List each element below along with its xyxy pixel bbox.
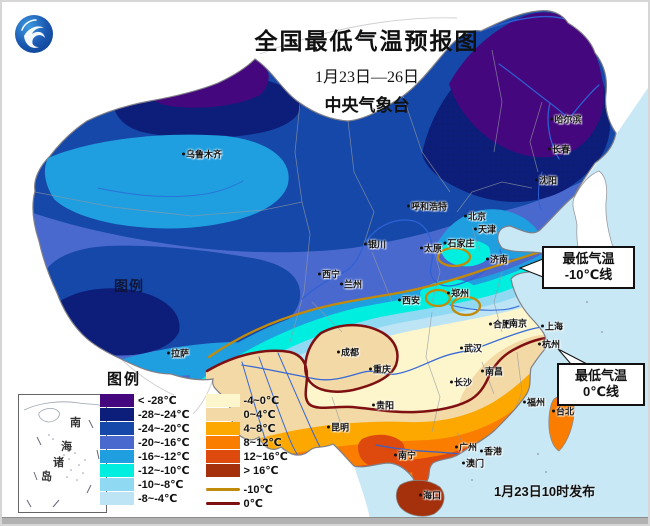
legend-item: -16~-12℃ — [100, 449, 190, 463]
legend-label: -4~0℃ — [243, 394, 280, 407]
legend-isotherm-item: -10℃ — [205, 482, 288, 496]
frame-bottom-bar — [2, 517, 648, 524]
isotherm-line-swatch — [205, 487, 240, 491]
legend-isotherm-item: 0℃ — [205, 496, 288, 510]
page-title: 全国最低气温预报图 — [254, 29, 480, 54]
legend-item: 0~4℃ — [205, 407, 288, 421]
legend-item: -10~-8℃ — [100, 477, 190, 491]
inset-label-char: 南 — [70, 417, 81, 429]
legend-line-items: -10℃ 0℃ — [205, 482, 288, 510]
legend-item: -24~-20℃ — [100, 421, 190, 435]
legend-item: 8~12℃ — [205, 435, 288, 449]
legend-item: -8~-4℃ — [100, 491, 190, 505]
header: 全国最低气温预报图 1月23日—26日 中央气象台 — [227, 22, 507, 116]
callout-zero-line: 最低气温 0℃线 — [557, 363, 645, 406]
legend-label: -12~-10℃ — [138, 464, 190, 477]
province-borders — [34, 49, 543, 463]
legend-swatch — [100, 477, 134, 491]
legend-item: 12~16℃ — [205, 449, 288, 463]
legend-swatch — [100, 463, 134, 477]
legend-swatch — [100, 491, 134, 505]
small-islands — [471, 301, 603, 481]
legend-label: < -28℃ — [138, 394, 177, 407]
legend-swatch — [205, 393, 240, 407]
legend-swatch — [205, 449, 240, 463]
issue-time: 1月23日10时发布 — [494, 484, 596, 499]
legend-item: 4~8℃ — [205, 421, 288, 435]
cma-logo — [15, 15, 53, 53]
hainan-island — [395, 479, 445, 517]
inset-label-char: 诸 — [53, 457, 64, 469]
south-china-sea-inset-map — [23, 401, 104, 508]
legend-label: 4~8℃ — [243, 422, 276, 435]
agency-name: 中央气象台 — [324, 96, 410, 115]
legend-swatch — [205, 421, 240, 435]
legend-swatch — [205, 435, 240, 449]
legend-label: 0℃ — [243, 497, 263, 510]
legend-item: -28~-24℃ — [100, 407, 190, 421]
legend-label: -8~-4℃ — [138, 492, 178, 505]
legend-title: 图例 — [107, 371, 142, 388]
isotherm-line-swatch — [205, 501, 240, 505]
legend-warm-column: -4~0℃ 0~4℃ 4~8℃ — [205, 393, 288, 510]
legend-label: -10℃ — [243, 483, 273, 496]
legend-swatch — [100, 393, 134, 407]
legend-swatch — [100, 421, 134, 435]
legend-label: 0~4℃ — [243, 408, 276, 421]
legend-swatch — [100, 449, 134, 463]
legend-label: -24~-20℃ — [138, 422, 190, 435]
map-inner-legend-label: 图例 — [114, 278, 144, 294]
inset-label-char: 岛 — [41, 471, 52, 483]
zero-isotherm-line — [205, 323, 565, 414]
callout-minus10-line: 最低气温 -10℃线 — [542, 246, 635, 289]
foreign-border-lines — [121, 17, 458, 415]
inset-label-char: 海 — [61, 441, 72, 453]
legend-label: > 16℃ — [243, 464, 279, 477]
legend-label: 12~16℃ — [243, 450, 288, 463]
legend-swatch — [100, 435, 134, 449]
legend-item: -20~-16℃ — [100, 435, 190, 449]
legend-item: -4~0℃ — [205, 393, 288, 407]
legend-item: < -28℃ — [100, 393, 190, 407]
legend-label: -28~-24℃ — [138, 408, 190, 421]
legend-swatch — [205, 407, 240, 421]
legend-item: -12~-10℃ — [100, 463, 190, 477]
legend-label: 8~12℃ — [243, 436, 282, 449]
forecast-date-range: 1月23日—26日 — [314, 69, 419, 86]
legend-swatch — [100, 407, 134, 421]
south-china-sea-inset: 南 海 诸 岛 — [18, 394, 107, 513]
rivers — [97, 16, 600, 460]
legend-item: > 16℃ — [205, 463, 288, 477]
legend-label: -16~-12℃ — [138, 450, 190, 463]
legend-cold-column: < -28℃ -28~-24℃ -24~-20℃ -20~-16 — [100, 393, 190, 505]
legend-label: -20~-16℃ — [138, 436, 190, 449]
legend-swatch — [205, 463, 240, 477]
legend-panel: 图例 < -28℃ -28~-24℃ -24~- — [100, 368, 288, 510]
legend-label: -10~-8℃ — [138, 478, 184, 491]
